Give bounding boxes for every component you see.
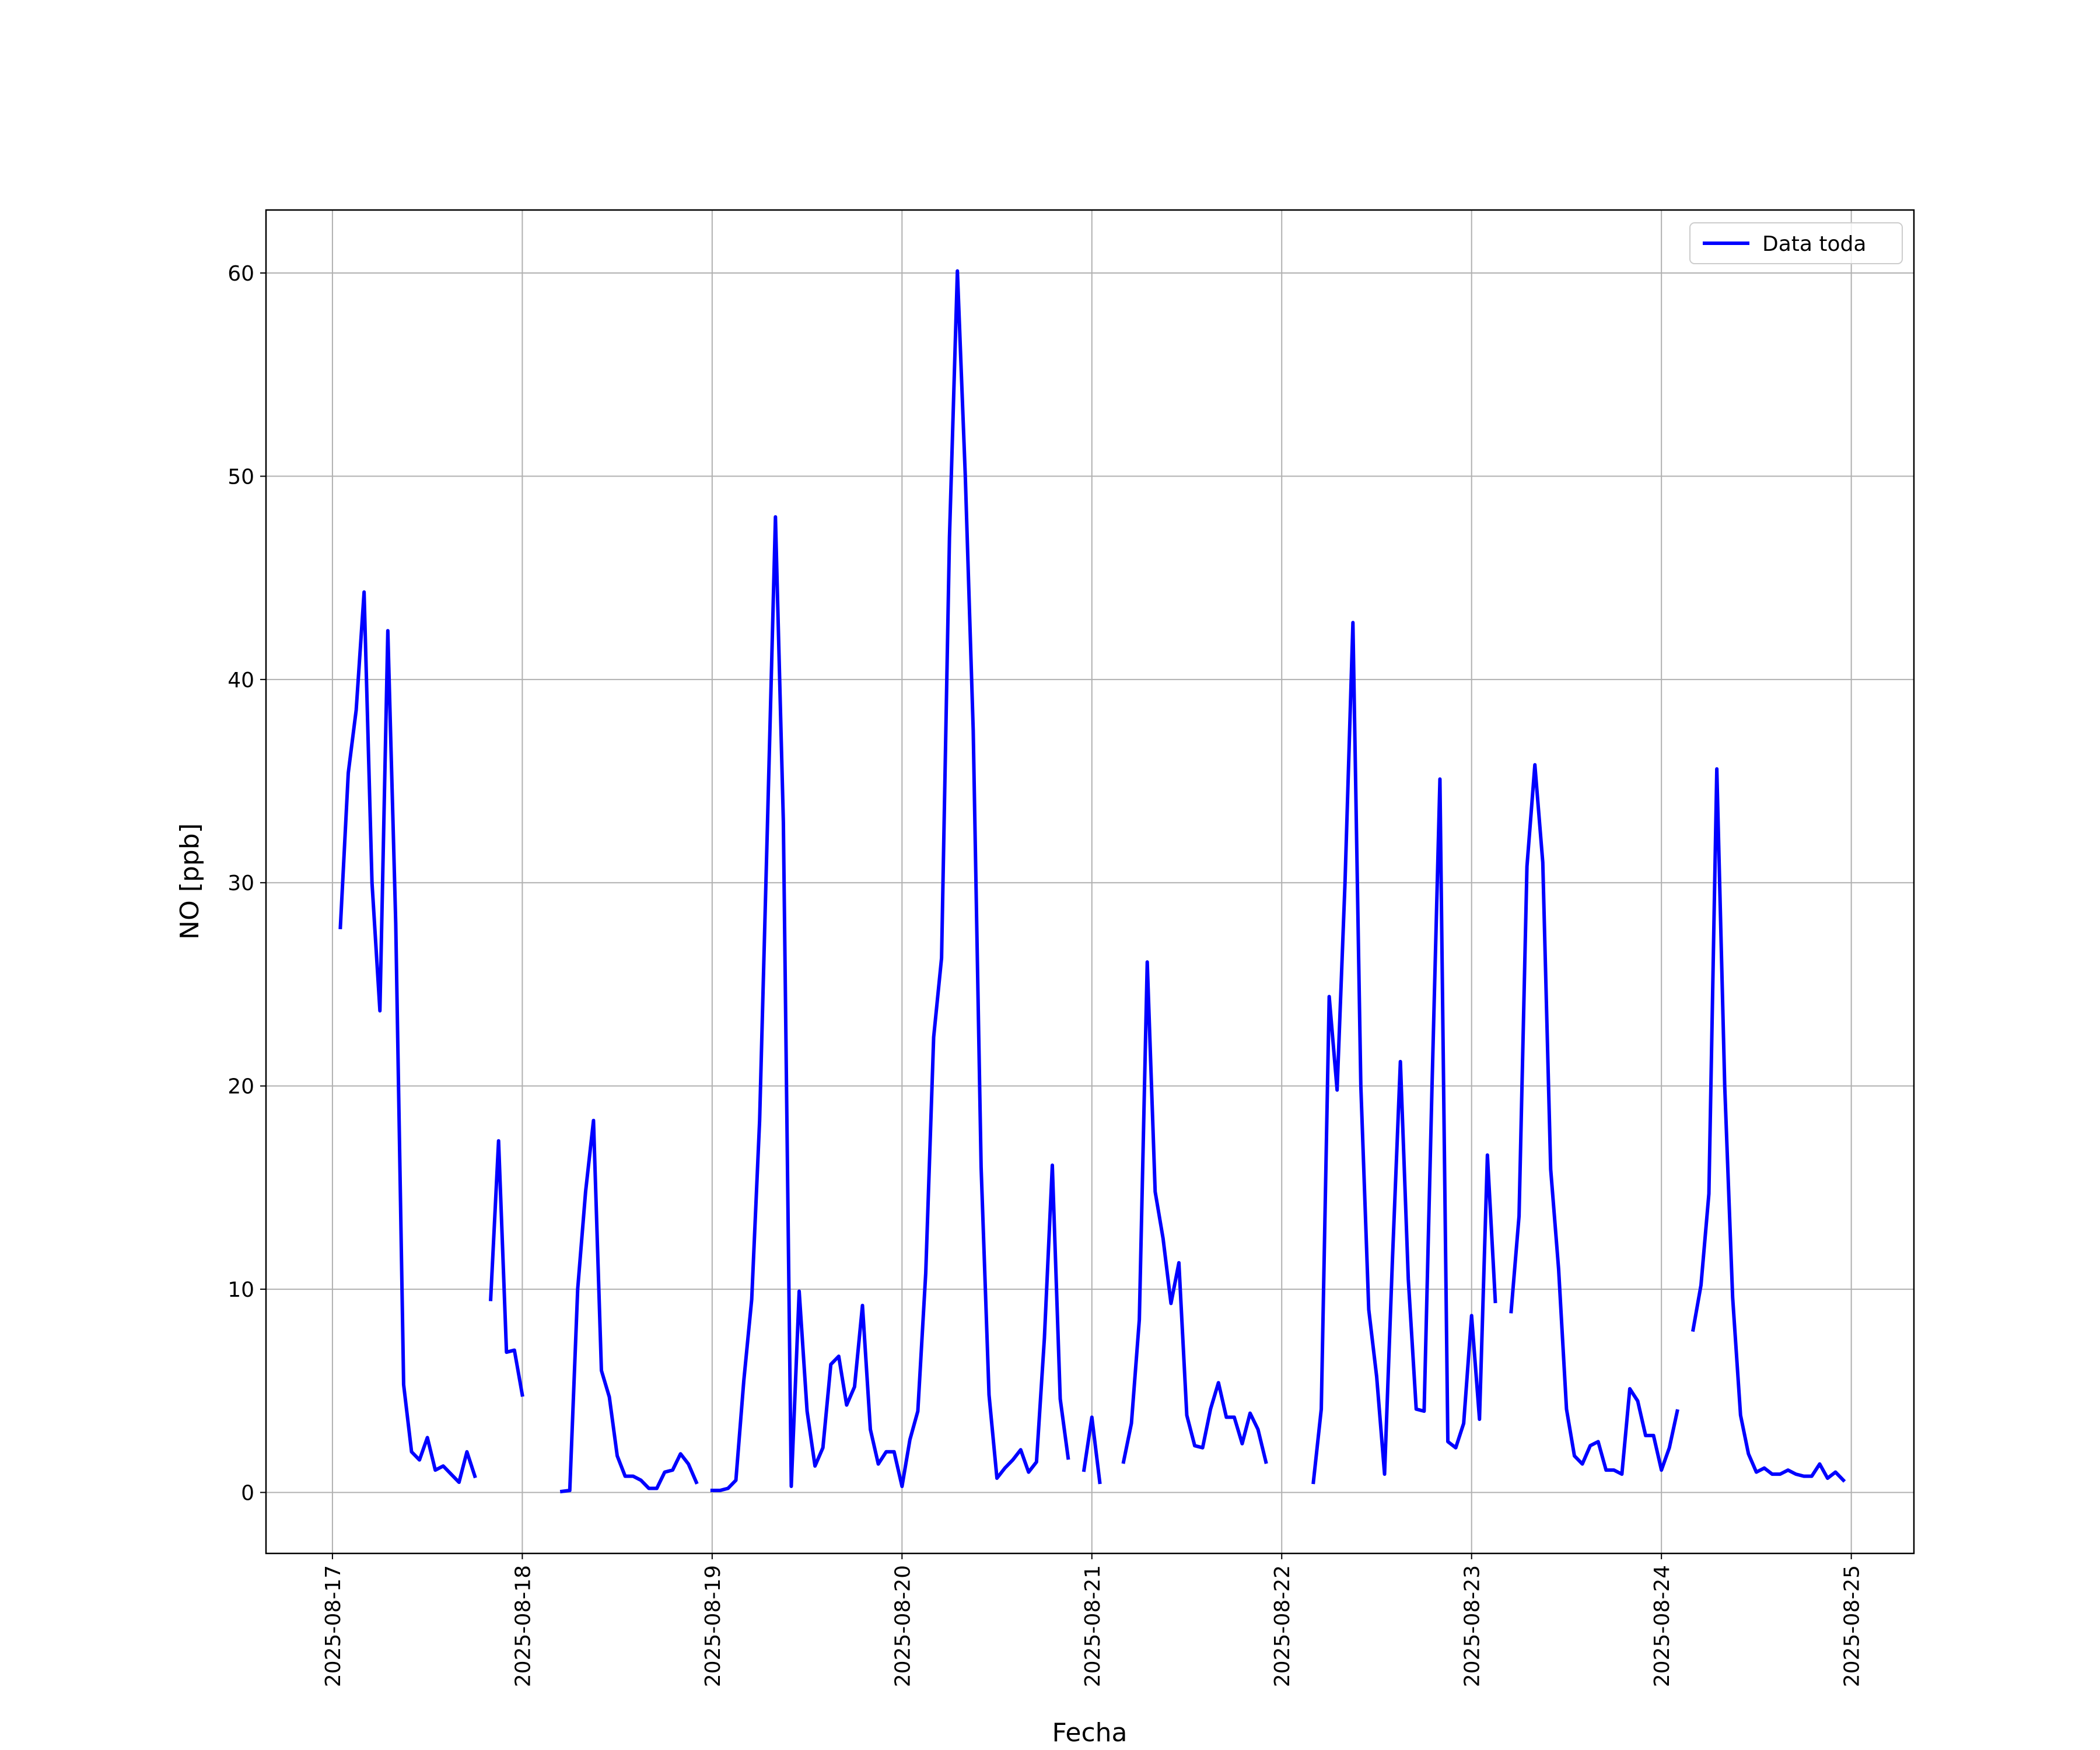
x-tick-label: 2025-08-21: [1081, 1565, 1105, 1687]
y-tick-label: 20: [228, 1075, 254, 1099]
legend-label: Data toda: [1762, 232, 1866, 256]
plot-area: [338, 269, 1846, 1494]
x-tick-label: 2025-08-22: [1270, 1565, 1294, 1687]
y-tick-label: 60: [228, 262, 254, 286]
x-tick-label: 2025-08-17: [321, 1565, 345, 1687]
y-axis-label: NO [ppb]: [175, 823, 205, 940]
x-tick-label: 2025-08-25: [1840, 1565, 1864, 1687]
y-tick-label: 30: [228, 872, 254, 895]
data-line: [338, 269, 1846, 1494]
axes-frame: [265, 209, 1915, 1555]
legend: Data toda: [1689, 222, 1903, 264]
y-tick-label: 50: [228, 465, 254, 489]
ticks: 0 10 20 30 40 50 60 2025-08-17 2025-08-18 2025-08…: [228, 262, 1864, 1687]
y-tick-label: 40: [228, 668, 254, 692]
x-tick-label: 2025-08-20: [891, 1565, 915, 1687]
x-tick-label: 2025-08-18: [511, 1565, 535, 1687]
x-axis-label: Fecha: [1052, 1718, 1127, 1748]
x-tick-label: 2025-08-24: [1650, 1565, 1674, 1687]
y-tick-label: 10: [228, 1278, 254, 1302]
x-tick-label: 2025-08-19: [701, 1565, 725, 1687]
legend-box: [1689, 222, 1903, 264]
x-tick-label: 2025-08-23: [1461, 1565, 1485, 1687]
y-tick-label: 0: [241, 1481, 254, 1505]
